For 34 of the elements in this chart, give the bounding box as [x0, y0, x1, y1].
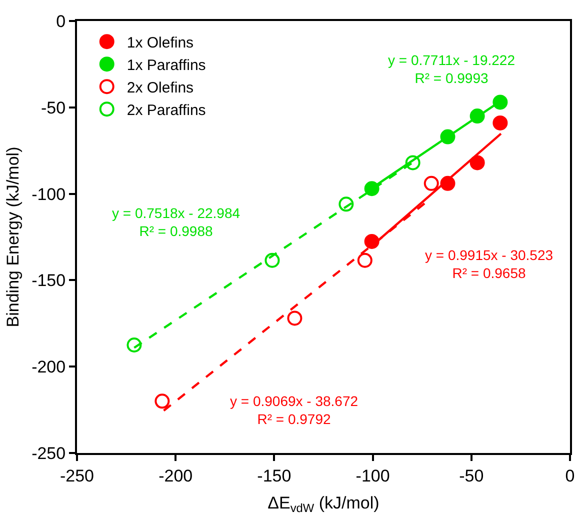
point [287, 310, 302, 326]
legend-label: 1x Olefins [126, 34, 194, 52]
annotation: y = 0.7518x - 22.984 R² = 0.9988 [112, 205, 240, 240]
annotation: y = 0.9915x - 30.523 R² = 0.9658 [425, 247, 554, 282]
legend-label: 2x Olefins [126, 79, 194, 96]
y-tick-label: -200 [32, 358, 66, 377]
annotation: y = 0.9069x - 38.672 R² = 0.9792 [230, 393, 358, 428]
legend-label: 2x Paraffins [126, 102, 206, 119]
x-tick-label: -150 [257, 466, 292, 486]
point [405, 155, 420, 170]
point [264, 252, 280, 268]
x-axis-title: ΔE$_{vdW}$ (kJ/mol) [268, 493, 380, 515]
point [126, 338, 142, 352]
point [470, 155, 485, 170]
point [364, 234, 380, 249]
x-tick-label: -250 [60, 466, 94, 486]
point [338, 196, 354, 212]
y-tick-label: 0 [56, 12, 66, 31]
y-tick-label: -50 [41, 98, 66, 118]
point [492, 115, 508, 130]
point [492, 94, 508, 110]
x-tick-label: -50 [459, 466, 484, 486]
y-tick-label: -100 [32, 184, 66, 204]
annotation: y = 0.7711x - 19.222 R² = 0.9993 [388, 52, 516, 86]
point [154, 394, 170, 409]
legend-label: 1x Paraffins [126, 56, 206, 74]
x-tick-label: 0 [565, 466, 575, 486]
x-tick-label: -200 [158, 466, 193, 486]
point [424, 176, 439, 191]
y-tick-label: -250 [32, 444, 66, 463]
y-tick-label: -150 [32, 271, 66, 290]
point [357, 252, 372, 268]
x-tick-label: -100 [356, 466, 390, 486]
y-axis-title: Binding Energy (kJ/mol) [4, 146, 23, 328]
